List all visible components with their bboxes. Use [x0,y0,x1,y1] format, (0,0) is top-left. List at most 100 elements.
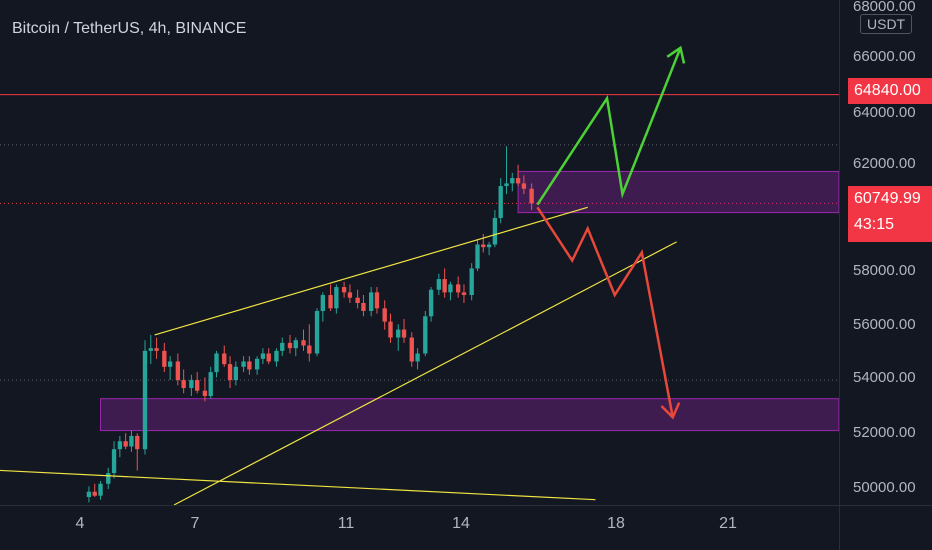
candle-body [202,390,208,397]
candle-body [148,348,153,351]
candle-body [328,295,333,309]
y-tick-label: 54000.00 [853,369,916,386]
last-price-badge: 60749.99 43:15 [848,186,932,242]
candle-body [442,279,447,293]
candle-body [428,289,434,317]
candle-body [214,353,219,373]
y-tick-label: 58000.00 [853,262,916,279]
candle-body [111,449,117,474]
price-zone [100,398,840,432]
x-tick-label: 14 [452,515,470,532]
candle-body [117,441,123,450]
candle-body [341,287,347,293]
candle-body [515,178,521,184]
candle-body [436,279,442,290]
candle-body [154,348,159,351]
bar-countdown: 43:15 [854,216,895,233]
candle-body [521,183,527,189]
price-axis-separator [839,0,840,550]
candle-body [320,295,326,311]
forecast-arrows [536,45,686,420]
candle-body [374,292,380,309]
candle-body [529,188,534,204]
last-price-label: 60749.99 [854,190,921,207]
candle-body [469,268,474,296]
candle-body [181,380,186,389]
trendline [0,469,596,501]
candle-body [396,329,401,338]
candle-body [415,353,420,362]
candle-body [86,491,92,498]
candle-body [314,310,320,354]
x-tick-label: 18 [607,515,625,532]
candle-body [368,292,374,311]
candle-body [280,342,285,351]
trendline [154,206,588,336]
candle-body [287,342,293,349]
bullish-arrow [536,47,682,206]
currency-button[interactable]: USDT [860,14,913,34]
candle-body [461,292,467,296]
candle-body [293,340,298,349]
candle-body [510,178,515,184]
candle-body [135,435,140,450]
candle-body [401,329,407,338]
supply-demand-zones [100,170,840,432]
candle-body [448,284,453,293]
candle-body [167,361,173,367]
y-tick-label: 50000.00 [853,479,916,496]
candle-body [241,361,246,367]
candle-body [274,350,279,362]
bearish-arrowhead [660,402,681,420]
candle-body [334,287,339,309]
candle-body [486,244,492,248]
y-tick-label: 68000.00 [853,0,916,15]
resistance-price-label: 64840.00 [848,78,932,104]
candle-body [347,292,353,298]
x-tick-label: 11 [337,515,355,532]
candle-body [162,350,167,367]
x-tick-label: 4 [75,515,85,532]
candle-body [254,358,260,370]
time-axis-separator [0,505,932,506]
candle-body [92,491,97,496]
candle-body [492,217,498,245]
chart-title: Bitcoin / TetherUS, 4h, BINANCE [12,20,247,37]
candles [86,146,534,503]
candle-body [189,380,194,389]
candle-body [409,337,414,362]
price-zone [517,170,840,214]
bearish-arrow [536,206,674,418]
candle-body [222,353,227,365]
candle-body [247,361,252,370]
candle-body [455,284,461,293]
y-tick-label: 66000.00 [853,48,916,65]
candle-body [266,353,271,362]
y-tick-label: 62000.00 [853,155,916,172]
candle-body [388,321,393,338]
candle-body [233,366,239,381]
candle-body [208,372,213,397]
candle-body [355,297,360,303]
candle-body [129,435,134,447]
candle-body [123,441,128,447]
trendlines [0,206,677,506]
trendline [173,241,677,506]
candle-body [475,244,480,269]
y-tick-label: 52000.00 [853,424,916,441]
candle-body [142,350,148,450]
y-tick-label: 64000.00 [853,104,916,121]
candle-body [498,186,503,218]
candle-body [106,473,111,484]
candle-body [481,244,486,248]
candle-body [301,340,306,346]
x-tick-label: 21 [719,515,737,532]
candle-body [227,364,233,381]
y-tick-label: 56000.00 [853,316,916,333]
candle-body [423,316,428,354]
candle-body [98,483,103,496]
candle-body [260,353,266,359]
candle-body [195,380,200,391]
x-tick-label: 7 [190,515,200,532]
